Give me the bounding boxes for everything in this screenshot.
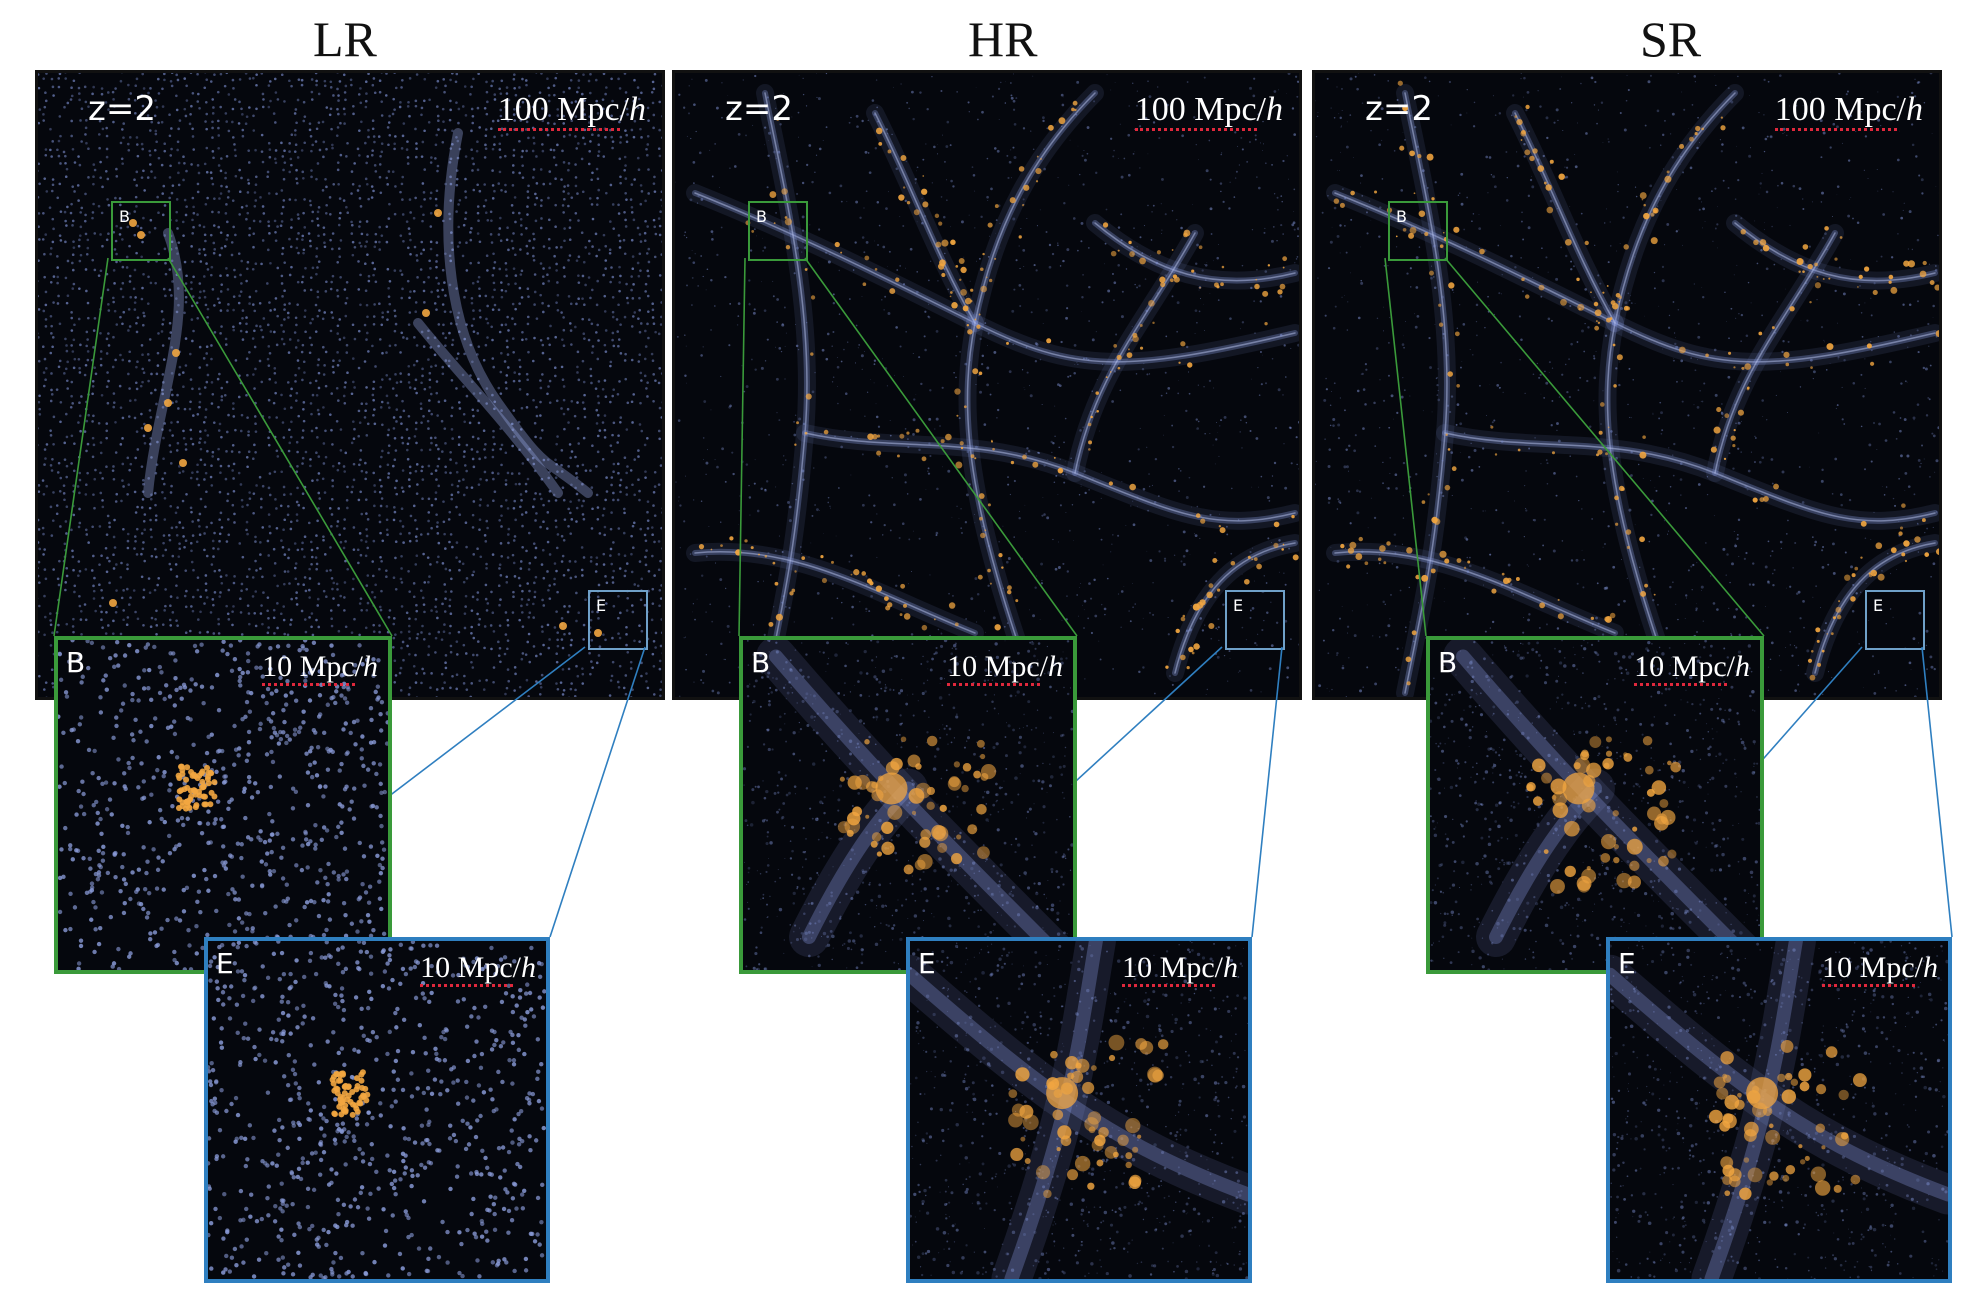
hr-zoom-e-label: E bbox=[918, 947, 936, 980]
column-title-lr: LR bbox=[313, 11, 377, 67]
lr-roi-b[interactable]: B bbox=[111, 201, 171, 261]
sr-zoom-b-scale: 10 Mpc/h bbox=[1634, 650, 1750, 686]
hr-zoom-e: E 10 Mpc/h bbox=[906, 937, 1252, 1283]
sr-zoom-b-field bbox=[1430, 640, 1760, 970]
lr-zoom-b: B 10 Mpc/h bbox=[54, 636, 392, 974]
hr-scale-label: 100 Mpc/h bbox=[1134, 91, 1283, 131]
lr-redshift-label: z=2 bbox=[88, 89, 156, 129]
column-title-hr: HR bbox=[968, 11, 1038, 67]
sr-density-field bbox=[1315, 73, 1939, 697]
hr-roi-b[interactable]: B bbox=[748, 201, 808, 261]
lr-zoom-e-scale: 10 Mpc/h bbox=[420, 951, 536, 987]
sr-main-panel: z=2 100 Mpc/h B E bbox=[1312, 70, 1942, 700]
column-title-sr: SR bbox=[1640, 11, 1702, 67]
lr-zoom-b-field bbox=[58, 640, 388, 970]
lr-zoom-b-label: B bbox=[66, 646, 86, 679]
hr-zoom-e-scale: 10 Mpc/h bbox=[1122, 951, 1238, 987]
lr-zoom-e-label: E bbox=[216, 947, 234, 980]
hr-redshift-label: z=2 bbox=[725, 89, 793, 129]
lr-zoom-e: E 10 Mpc/h bbox=[204, 937, 550, 1283]
sr-redshift-label: z=2 bbox=[1365, 89, 1433, 129]
sr-zoom-e-scale: 10 Mpc/h bbox=[1822, 951, 1938, 987]
hr-zoom-e-field bbox=[910, 941, 1248, 1279]
sr-roi-b[interactable]: B bbox=[1388, 201, 1448, 261]
lr-roi-e[interactable]: E bbox=[588, 590, 648, 650]
hr-zoom-b: B 10 Mpc/h bbox=[739, 636, 1077, 974]
hr-main-panel: z=2 100 Mpc/h B E bbox=[672, 70, 1302, 700]
hr-density-field bbox=[675, 73, 1299, 697]
sr-zoom-e-label: E bbox=[1618, 947, 1636, 980]
hr-roi-e[interactable]: E bbox=[1225, 590, 1285, 650]
lr-scale-label: 100 Mpc/h bbox=[497, 91, 646, 131]
lr-zoom-b-scale: 10 Mpc/h bbox=[262, 650, 378, 686]
sr-zoom-e-field bbox=[1610, 941, 1948, 1279]
lr-density-field bbox=[38, 73, 662, 697]
hr-zoom-b-scale: 10 Mpc/h bbox=[947, 650, 1063, 686]
hr-zoom-b-label: B bbox=[751, 646, 771, 679]
hr-zoom-b-field bbox=[743, 640, 1073, 970]
lr-zoom-e-field bbox=[208, 941, 546, 1279]
lr-main-panel: z=2 100 Mpc/h B E bbox=[35, 70, 665, 700]
sr-zoom-b-label: B bbox=[1438, 646, 1458, 679]
sr-zoom-b: B 10 Mpc/h bbox=[1426, 636, 1764, 974]
sr-scale-label: 100 Mpc/h bbox=[1774, 91, 1923, 131]
sr-roi-e[interactable]: E bbox=[1865, 590, 1925, 650]
sr-zoom-e: E 10 Mpc/h bbox=[1606, 937, 1952, 1283]
